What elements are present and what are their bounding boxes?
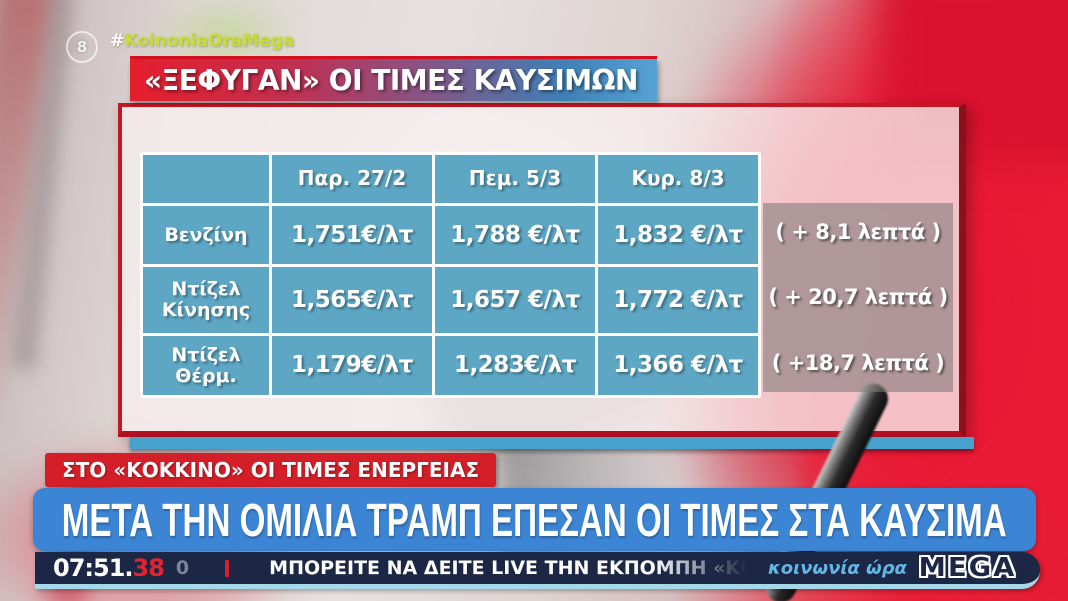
row-label-diesel-therm: Ντίζελ Θέρμ. [143,336,269,395]
panel-blue-underline [130,437,974,449]
hashtag-text: KoinoniaOraMega [124,31,295,51]
mega-channel-logo: MEGA [918,553,1017,583]
show-name: κοινωνία ώρα [768,557,907,579]
title-banner-text: «ΞΕΦΥΓΑΝ» ΟΙ ΤΙΜΕΣ ΚΑΥΣΙΜΩΝ [144,63,638,97]
row-label-benzini: Βενζίνη [143,206,269,264]
hashtag: #KoinoniaOraMega [110,31,294,51]
hash-symbol: # [110,31,125,51]
price-change: ( +18,7 λεπτά ) [771,350,945,375]
price-cell: 1,179€/λτ [272,336,432,395]
price-cell: 1,788 €/λτ [435,206,595,264]
price-cell: 1,283€/λτ [435,336,595,395]
clock-seconds: 38 [132,554,165,582]
ticker-message: ΜΠΟΡΕΙΤΕ ΝΑ ΔΕΙΤΕ LIVE ΤΗΝ ΕΚΠΟΜΠΗ «ΚΟΙΝ… [269,557,762,579]
red-strap-text: ΣΤΟ «ΚΟΚΚΙΝΟ» ΟΙ ΤΙΜΕΣ ΕΝΕΡΓΕΙΑΣ [62,458,480,482]
red-strap-banner: ΣΤΟ «ΚΟΚΚΙΝΟ» ΟΙ ΤΙΜΕΣ ΕΝΕΡΓΕΙΑΣ [45,453,497,487]
price-cell: 1,772 €/λτ [598,267,758,333]
price-change: ( + 20,7 λεπτά ) [768,285,948,309]
price-cell: 1,657 €/λτ [435,267,595,333]
channel-number-badge: 8 [66,31,98,63]
fuel-price-table: Παρ. 27/2 Πεμ. 5/3 Κυρ. 8/3 Βενζίνη 1,75… [140,152,761,398]
price-cell: 1,832 €/λτ [598,206,758,264]
price-cell: 1,565€/λτ [272,267,432,333]
ticker-counter: 0 [175,557,190,579]
column-header: Παρ. 27/2 [272,155,432,203]
headline-banner: ΜΕΤΑ ΤΗΝ ΟΜΙΛΙΑ ΤΡΑΜΠ ΕΠΕΣΑΝ ΟΙ ΤΙΜΕΣ ΣΤ… [33,488,1036,551]
ticker-separator [225,559,230,577]
price-change: ( + 8,1 λεπτά ) [775,220,941,244]
column-header: Κυρ. 8/3 [598,155,758,203]
table-corner-cell [143,155,269,203]
price-change-panel: ( + 8,1 λεπτά ) ( + 20,7 λεπτά ) ( +18,7… [763,203,953,392]
price-cell: 1,366 €/λτ [598,336,758,395]
column-header: Πεμ. 5/3 [435,155,595,203]
headline-text: ΜΕΤΑ ΤΗΝ ΟΜΙΛΙΑ ΤΡΑΜΠ ΕΠΕΣΑΝ ΟΙ ΤΙΜΕΣ ΣΤ… [62,493,1007,546]
clock: 07:51.38 [53,554,165,582]
ticker-bar: 07:51.38 0 ΜΠΟΡΕΙΤΕ ΝΑ ΔΕΙΤΕ LIVE ΤΗΝ ΕΚ… [35,552,1040,589]
title-banner: «ΞΕΦΥΓΑΝ» ΟΙ ΤΙΜΕΣ ΚΑΥΣΙΜΩΝ [130,59,657,101]
price-cell: 1,751€/λτ [272,206,432,264]
row-label-diesel-kinisis: Ντίζελ Κίνησης [143,267,269,333]
